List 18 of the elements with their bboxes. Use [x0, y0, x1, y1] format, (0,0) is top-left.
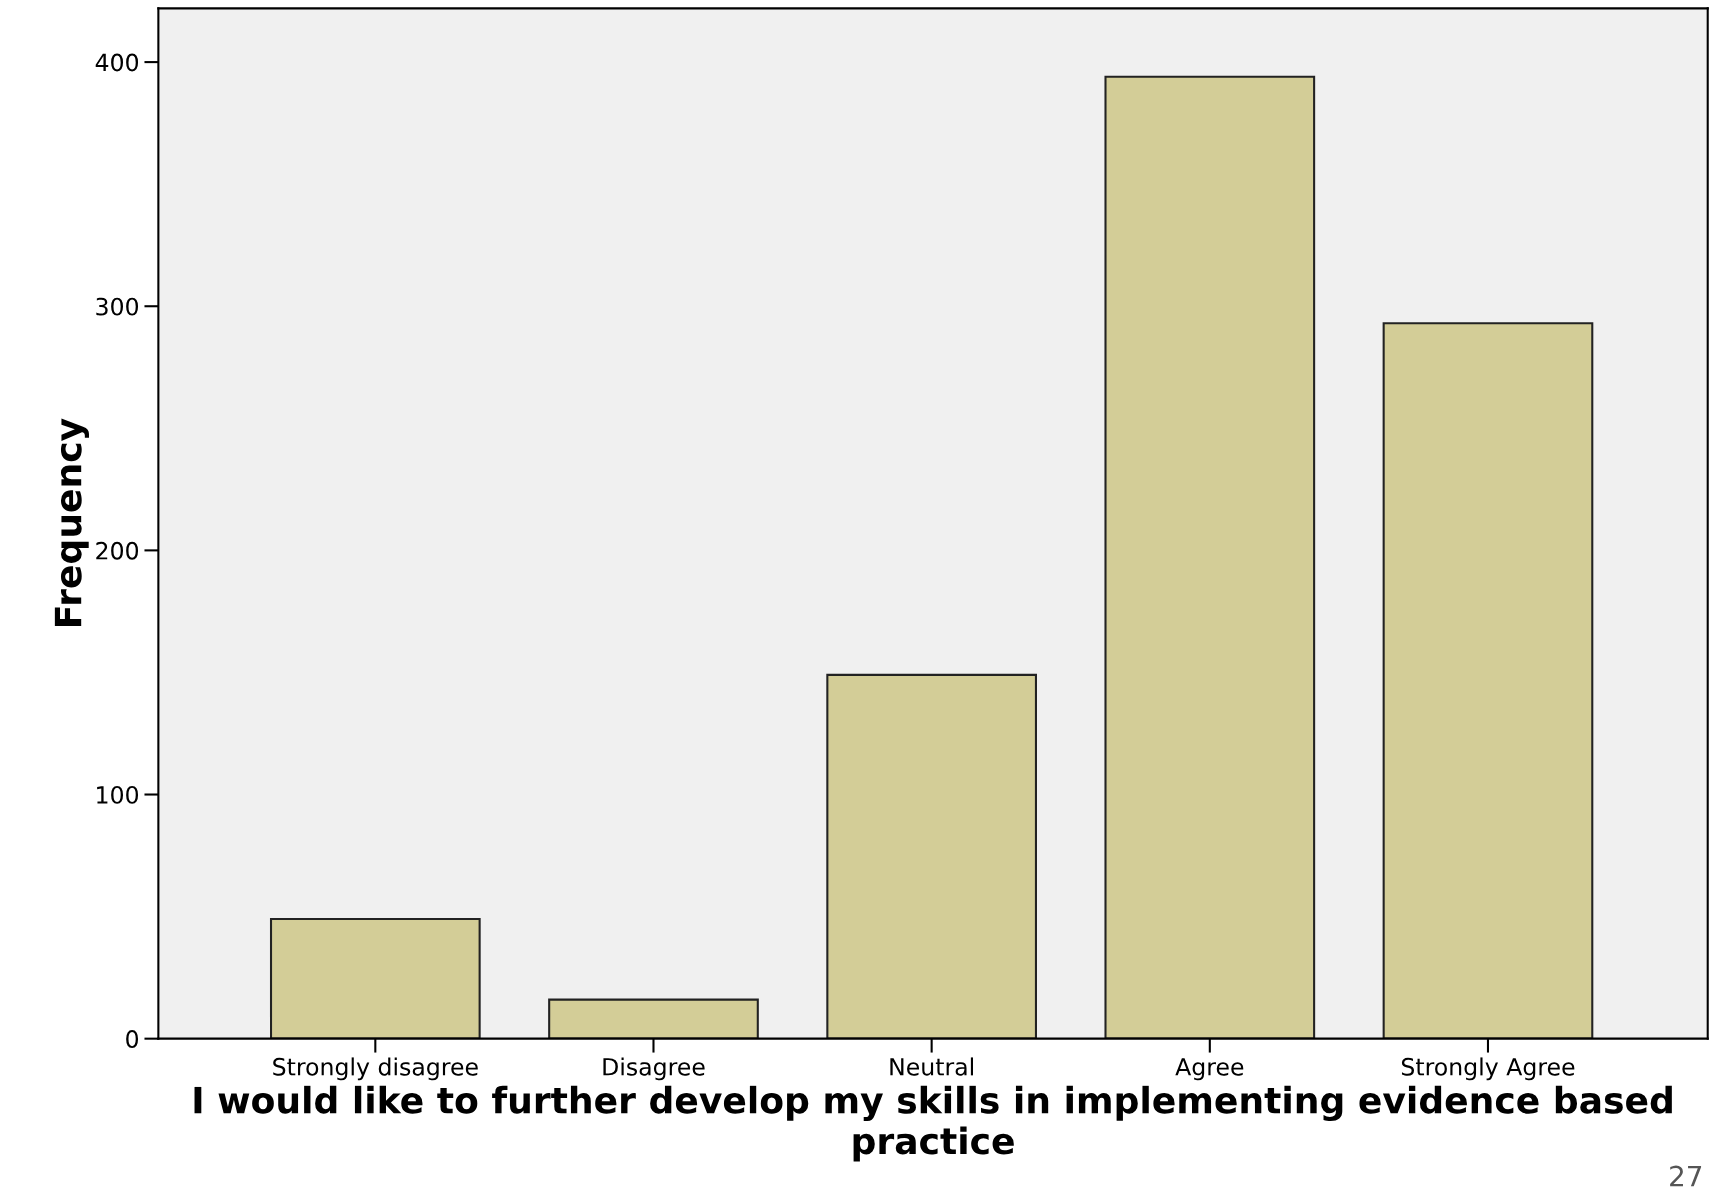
bar — [1382, 322, 1594, 1039]
bar — [1104, 75, 1316, 1039]
text: 27 — [1670, 1165, 1702, 1187]
y-tick-label: 100 — [97, 785, 139, 804]
x-tick-label: Strongly disagree — [273, 1057, 478, 1081]
x-tick-label: Strongly Agree — [1401, 1057, 1575, 1081]
x-axis-title: I would like to further develop my skills in implementing evidence based practice — [194, 1085, 1672, 1162]
bar — [269, 918, 481, 1039]
x-tick-label: Neutral — [890, 1057, 974, 1076]
bar — [548, 998, 759, 1039]
x-tick-label: Agree — [1175, 1058, 1244, 1081]
y-tick-label: 300 — [96, 297, 139, 316]
x-tick-label: Disagree — [603, 1057, 705, 1081]
y-axis-title: Frequency — [54, 418, 89, 626]
y-tick-label: 400 — [95, 53, 139, 72]
y-tick-label: 0 — [126, 1030, 139, 1048]
bar — [826, 673, 1037, 1039]
y-tick-label: 200 — [96, 541, 139, 560]
